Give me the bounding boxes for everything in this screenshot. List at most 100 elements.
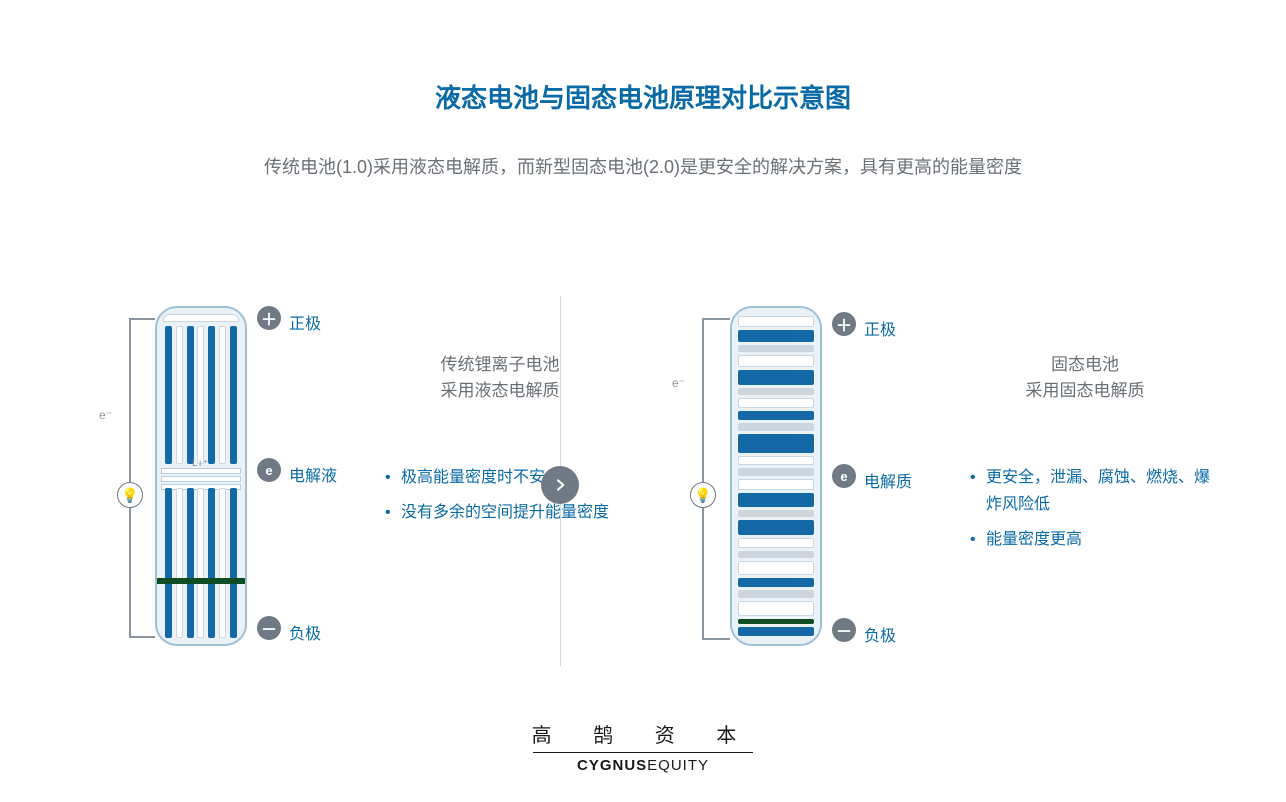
electrode-finger bbox=[208, 326, 215, 464]
electrolyte-badge: e bbox=[832, 464, 856, 488]
solid-layer-blue bbox=[738, 370, 814, 385]
liquid-top-cap bbox=[163, 314, 239, 322]
solid-layer-blue bbox=[738, 330, 814, 341]
wire bbox=[129, 508, 131, 636]
separator-row bbox=[161, 468, 241, 474]
negative-label: 负极 bbox=[864, 622, 896, 646]
solid-cell bbox=[730, 306, 822, 646]
logo-en-bold: CYGNUS bbox=[577, 757, 647, 774]
separator-row bbox=[161, 476, 241, 482]
bullet-item: 没有多余的空间提升能量密度 bbox=[385, 499, 625, 526]
solid-layer-blue bbox=[738, 434, 814, 453]
logo-en: CYGNUSEQUITY bbox=[0, 757, 1286, 774]
wire bbox=[702, 318, 704, 482]
minus-symbol: － bbox=[261, 616, 277, 640]
electron-label: e⁻ bbox=[99, 408, 112, 422]
electrolyte-label: 电解质 bbox=[864, 468, 912, 492]
minus-symbol: － bbox=[836, 618, 852, 642]
bullet-item: 更安全，泄漏、腐蚀、燃烧、爆炸风险低 bbox=[970, 464, 1210, 518]
minus-badge: － bbox=[257, 616, 281, 640]
solid-layer-blue bbox=[738, 411, 814, 420]
bullet-item: 极高能量密度时不安全 bbox=[385, 464, 625, 491]
wire bbox=[702, 318, 730, 320]
solid-layer-white bbox=[738, 538, 814, 548]
logo-cn: 高 鹄 资 本 bbox=[0, 719, 1286, 748]
solid-layer-stack bbox=[738, 316, 814, 636]
liquid-bottom-electrodes bbox=[165, 488, 237, 638]
desc-line: 传统锂离子电池 bbox=[385, 352, 615, 378]
liquid-bullets: 极高能量密度时不安全没有多余的空间提升能量密度 bbox=[385, 464, 625, 534]
plus-symbol: ＋ bbox=[836, 312, 852, 336]
solid-layer-white bbox=[738, 561, 814, 574]
positive-label: 正极 bbox=[289, 310, 321, 334]
e-symbol: e bbox=[840, 469, 847, 484]
electrode-finger bbox=[176, 488, 183, 638]
plus-badge: ＋ bbox=[832, 312, 856, 336]
logo-en-rest: EQUITY bbox=[647, 757, 709, 774]
solid-layer-grey bbox=[738, 468, 814, 476]
electrode-finger bbox=[208, 488, 215, 638]
solid-layer-grey bbox=[738, 388, 814, 396]
wire bbox=[702, 508, 704, 638]
solid-layer-white bbox=[738, 601, 814, 616]
solid-layer-white bbox=[738, 479, 814, 490]
wire bbox=[129, 636, 155, 638]
solid-bullets: 更安全，泄漏、腐蚀、燃烧、爆炸风险低能量密度更高 bbox=[970, 464, 1210, 562]
solid-layer-blue bbox=[738, 493, 814, 506]
solid-layer-white bbox=[738, 316, 814, 327]
page-title: 液态电池与固态电池原理对比示意图 bbox=[0, 78, 1286, 115]
electron-label: e⁻ bbox=[672, 376, 685, 390]
arrow-right-icon bbox=[541, 466, 579, 504]
e-symbol: e bbox=[265, 463, 272, 478]
solid-layer-white bbox=[738, 456, 814, 466]
electrode-finger bbox=[197, 326, 204, 464]
electrode-finger bbox=[187, 488, 194, 638]
desc-line: 采用液态电解质 bbox=[385, 378, 615, 404]
footer-logo: 高 鹄 资 本 CYGNUSEQUITY bbox=[0, 719, 1286, 774]
liquid-top-electrodes bbox=[165, 326, 237, 464]
electrode-finger bbox=[219, 326, 226, 464]
positive-label: 正极 bbox=[864, 316, 896, 340]
solid-layer-grey bbox=[738, 423, 814, 431]
solid-layer-white bbox=[738, 398, 814, 408]
liquid-desc: 传统锂离子电池 采用液态电解质 bbox=[385, 352, 615, 405]
liquid-cell: Li⁺ bbox=[155, 306, 247, 646]
solid-layer-grey bbox=[738, 510, 814, 518]
electrode-finger bbox=[219, 488, 226, 638]
desc-line: 采用固态电解质 bbox=[970, 378, 1200, 404]
bullet-item: 能量密度更高 bbox=[970, 526, 1210, 553]
page-subtitle: 传统电池(1.0)采用液态电解质，而新型固态电池(2.0)是更安全的解决方案，具… bbox=[0, 153, 1286, 179]
electrode-finger bbox=[230, 488, 237, 638]
diagram-stage: e⁻ 💡 Li⁺ ＋ 正极 e 电解液 － 负极 传统锂离子电池 采用液态电解质… bbox=[0, 296, 1286, 666]
solid-layer-blue bbox=[738, 627, 814, 636]
solid-layer-grey bbox=[738, 345, 814, 353]
electrode-finger bbox=[165, 488, 172, 638]
electrolyte-label: 电解液 bbox=[289, 462, 337, 486]
plus-badge: ＋ bbox=[257, 306, 281, 330]
liquid-base bbox=[157, 578, 245, 584]
wire bbox=[129, 318, 131, 482]
electrode-finger bbox=[187, 326, 194, 464]
bulb-icon: 💡 bbox=[690, 482, 716, 508]
electrode-finger bbox=[197, 488, 204, 638]
solid-layer-blue bbox=[738, 578, 814, 587]
logo-rule bbox=[533, 752, 753, 753]
wire bbox=[129, 318, 155, 320]
solid-layer-blue bbox=[738, 520, 814, 535]
panel-solid: e⁻ 💡 ＋ 正极 e 电解质 － 负极 固态电池 采用固态电解质 更安全，泄漏… bbox=[680, 296, 1220, 666]
solid-layer-dark bbox=[738, 619, 814, 624]
wire bbox=[702, 638, 730, 640]
plus-symbol: ＋ bbox=[261, 306, 277, 330]
negative-label: 负极 bbox=[289, 620, 321, 644]
solid-layer-grey bbox=[738, 551, 814, 559]
solid-layer-grey bbox=[738, 590, 814, 598]
solid-layer-white bbox=[738, 355, 814, 366]
desc-line: 固态电池 bbox=[970, 352, 1200, 378]
electrode-finger bbox=[165, 326, 172, 464]
electrode-finger bbox=[176, 326, 183, 464]
solid-desc: 固态电池 采用固态电解质 bbox=[970, 352, 1200, 405]
minus-badge: － bbox=[832, 618, 856, 642]
electrode-finger bbox=[230, 326, 237, 464]
bulb-icon: 💡 bbox=[117, 482, 143, 508]
electrolyte-badge: e bbox=[257, 458, 281, 482]
